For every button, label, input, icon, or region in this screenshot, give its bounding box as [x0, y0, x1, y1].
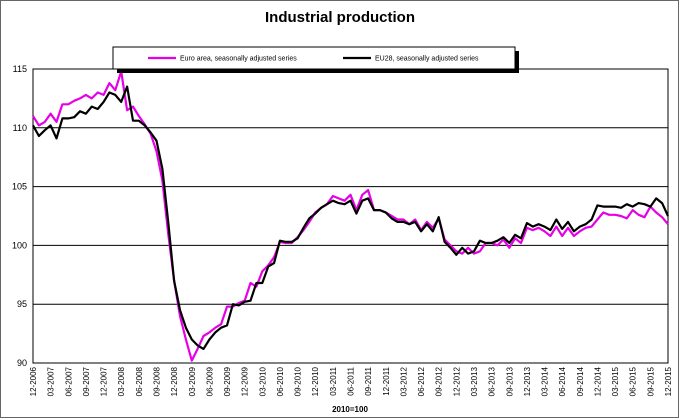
x-tick-label: 06-2012	[417, 366, 426, 396]
x-tick-label: 03-2009	[188, 366, 197, 396]
x-tick-label: 06-2007	[64, 366, 73, 396]
x-tick-label: 09-2009	[223, 366, 232, 396]
x-tick-label: 03-2013	[470, 366, 479, 396]
series-line	[32, 85, 670, 350]
x-tick-label: 06-2008	[135, 366, 144, 396]
x-tick-label: 06-2015	[629, 366, 638, 396]
x-tick-label: 12-2015	[664, 366, 673, 396]
chart-title: Industrial production	[265, 9, 415, 26]
x-tick-label: 09-2011	[364, 366, 373, 395]
x-tick-label: 03-2012	[399, 366, 408, 396]
series-line	[32, 70, 669, 362]
legend-label: Euro area, seasonally adjusted series	[180, 56, 297, 63]
x-tick-label: 03-2011	[329, 366, 338, 395]
x-tick-label: 09-2012	[435, 366, 444, 396]
legend	[112, 46, 516, 70]
x-tick-label: 06-2014	[558, 366, 567, 396]
x-tick-label: 12-2012	[452, 366, 461, 396]
x-tick-label: 03-2015	[611, 366, 620, 396]
y-tick-label: 105	[12, 182, 27, 192]
x-tick-label: 12-2011	[382, 366, 391, 395]
x-tick-label: 09-2014	[576, 366, 585, 396]
x-tick-label: 06-2013	[488, 366, 497, 396]
x-tick-label: 12-2010	[311, 366, 320, 396]
x-tick-label: 12-2006	[29, 366, 38, 396]
x-tick-label: 12-2008	[170, 366, 179, 396]
x-tick-label: 12-2013	[523, 366, 532, 396]
y-tick-label: 115	[13, 64, 27, 74]
x-tick-label: 09-2008	[152, 366, 161, 396]
x-tick-label: 09-2010	[294, 366, 303, 396]
x-tick-label: 03-2008	[117, 366, 126, 396]
x-tick-label: 06-2011	[347, 366, 356, 395]
y-tick-label: 95	[17, 299, 27, 309]
x-tick-label: 03-2010	[258, 366, 267, 396]
x-tick-label: 12-2014	[593, 366, 602, 396]
y-tick-label: 90	[17, 358, 27, 368]
x-tick-label: 03-2007	[47, 366, 56, 396]
x-axis-label: 2010=100	[332, 405, 368, 414]
legend-label: EU28, seasonally adjusted series	[375, 56, 479, 63]
x-tick-label: 03-2014	[541, 366, 550, 396]
y-tick-label: 110	[13, 123, 27, 133]
x-tick-label: 09-2013	[505, 366, 514, 396]
x-tick-label: 09-2007	[82, 366, 91, 396]
x-tick-label: 12-2007	[100, 366, 109, 396]
y-tick-label: 100	[12, 240, 27, 250]
x-tick-label: 06-2009	[205, 366, 214, 396]
x-tick-label: 06-2010	[276, 366, 285, 396]
x-tick-label: 09-2015	[646, 366, 655, 396]
x-tick-label: 12-2009	[241, 366, 250, 396]
